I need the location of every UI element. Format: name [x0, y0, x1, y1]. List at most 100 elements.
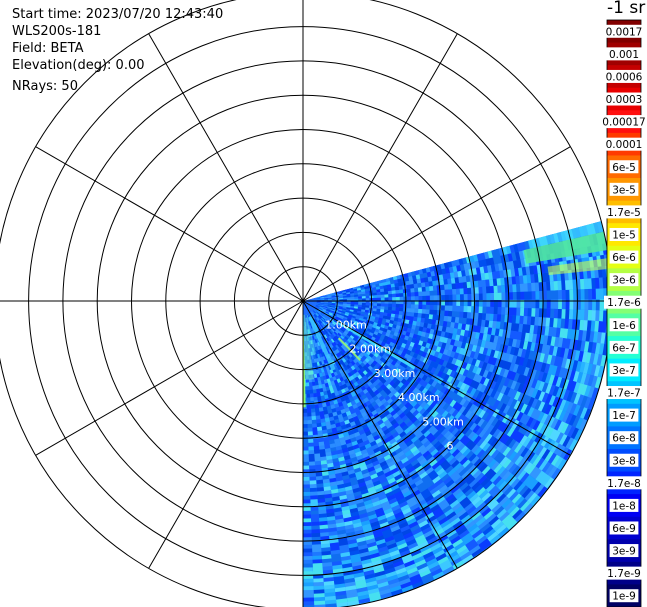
range-gate-cell: [538, 459, 549, 471]
range-gate-cell: [510, 398, 518, 409]
range-gate-cell: [459, 294, 465, 301]
range-gate-cell: [373, 322, 378, 326]
range-gate-cell: [448, 266, 454, 273]
range-gate-cell: [489, 398, 498, 407]
range-gate-cell: [342, 332, 348, 337]
range-gate-cell: [527, 283, 532, 292]
range-gate-cell: [383, 309, 389, 314]
range-gate-cell: [536, 361, 544, 372]
range-gate-cell: [303, 522, 312, 527]
range-gate-cell: [442, 462, 452, 471]
range-gate-cell: [311, 381, 316, 387]
range-gate-cell: [460, 300, 465, 307]
range-gate-cell: [411, 489, 421, 498]
range-gate-cell: [373, 463, 382, 471]
range-gate-cell: [316, 326, 320, 331]
range-gate-cell: [436, 481, 446, 491]
range-gate-cell: [487, 531, 499, 542]
range-gate-cell: [418, 485, 428, 494]
range-gate-cell: [330, 450, 338, 456]
range-gate-cell: [489, 313, 494, 322]
range-gate-cell: [414, 451, 423, 460]
range-gate-cell: [537, 434, 547, 446]
range-gate-cell: [393, 331, 399, 337]
range-gate-cell: [337, 332, 342, 337]
range-gate-cell: [527, 492, 538, 504]
range-gate-cell: [321, 425, 327, 431]
range-gate-cell: [450, 392, 457, 400]
range-gate-cell: [369, 428, 377, 435]
range-gate-cell: [445, 454, 455, 463]
range-gate-cell: [445, 405, 453, 413]
range-gate-cell: [359, 485, 368, 492]
range-gate-cell: [378, 282, 384, 287]
range-gate-cell: [319, 349, 323, 354]
range-gate-cell: [371, 386, 378, 393]
range-gate-cell: [517, 373, 524, 384]
range-gate-cell: [412, 409, 420, 417]
range-gate-cell: [357, 308, 362, 312]
range-gate-cell: [524, 376, 531, 386]
range-gate-cell: [352, 337, 358, 342]
range-gate-cell: [576, 299, 582, 310]
range-gate-cell: [386, 377, 393, 384]
range-gate-cell: [547, 439, 556, 451]
range-gate-cell: [424, 512, 435, 521]
range-gate-cell: [417, 360, 424, 367]
range-gate-cell: [390, 338, 396, 344]
range-gate-cell: [479, 401, 487, 410]
range-gate-cell: [425, 422, 433, 431]
range-gate-cell: [317, 357, 322, 363]
range-gate-cell: [349, 335, 355, 340]
range-gate-cell: [477, 280, 483, 288]
range-gate-cell: [517, 267, 524, 277]
range-gate-cell: [465, 450, 475, 460]
range-gate-cell: [500, 483, 511, 494]
range-gate-cell: [448, 553, 461, 564]
range-gate-cell: [336, 426, 342, 432]
range-gate-cell: [515, 275, 521, 285]
range-gate-cell: [509, 362, 516, 372]
range-gate-cell: [496, 375, 504, 384]
range-gate-cell: [408, 433, 417, 441]
range-gate-cell: [316, 298, 321, 300]
range-gate-cell: [376, 289, 381, 293]
range-gate-cell: [331, 342, 336, 348]
range-gate-cell: [318, 403, 323, 409]
range-gate-cell: [471, 548, 483, 558]
range-gate-cell: [541, 475, 552, 487]
range-gate-cell: [508, 292, 514, 300]
range-gate-cell: [372, 324, 378, 329]
range-gate-cell: [400, 470, 409, 478]
range-gate-cell: [381, 451, 390, 458]
range-gate-cell: [400, 390, 407, 397]
range-gate-cell: [341, 320, 346, 325]
range-gate-cell: [444, 508, 455, 517]
range-gate-cell: [418, 457, 428, 466]
colorbar-tick-label: 0.00017: [602, 117, 645, 129]
range-gate-cell: [414, 308, 419, 314]
range-gate-cell: [395, 293, 400, 298]
range-gate-cell: [410, 288, 415, 293]
range-gate-cell: [325, 311, 330, 315]
range-gate-cell: [395, 494, 405, 502]
range-gate-cell: [339, 316, 344, 320]
range-gate-cell: [491, 271, 497, 280]
range-gate-cell: [318, 314, 323, 318]
range-gate-cell: [600, 354, 607, 367]
range-gate-cell: [365, 430, 372, 437]
range-gate-cell: [409, 573, 422, 582]
range-gate-cell: [385, 332, 391, 338]
range-gate-cell: [451, 357, 458, 365]
range-gate-cell: [407, 336, 413, 342]
range-gate-cell: [580, 299, 585, 310]
range-gate-cell: [480, 319, 486, 327]
range-gate-cell: [448, 457, 458, 466]
range-gate-cell: [365, 506, 375, 514]
range-gate-cell: [448, 407, 456, 416]
range-gate-cell: [361, 298, 367, 301]
range-gate-cell: [343, 330, 349, 335]
range-gate-cell: [444, 526, 455, 535]
range-gate-cell: [315, 312, 320, 316]
range-gate-cell: [468, 364, 475, 373]
